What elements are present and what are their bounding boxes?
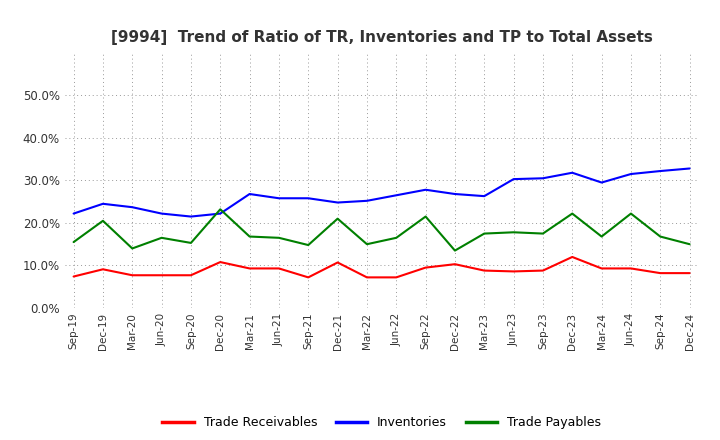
Trade Payables xyxy=(333,216,342,221)
Trade Receivables xyxy=(69,274,78,279)
Inventories xyxy=(363,198,372,203)
Trade Receivables xyxy=(598,266,606,271)
Trade Receivables xyxy=(333,260,342,265)
Trade Payables xyxy=(69,239,78,245)
Trade Payables xyxy=(99,218,107,224)
Legend: Trade Receivables, Inventories, Trade Payables: Trade Receivables, Inventories, Trade Pa… xyxy=(157,411,606,434)
Trade Receivables xyxy=(363,275,372,280)
Trade Payables xyxy=(685,242,694,247)
Trade Payables xyxy=(509,230,518,235)
Inventories xyxy=(451,191,459,197)
Trade Payables xyxy=(363,242,372,247)
Inventories xyxy=(333,200,342,205)
Inventories xyxy=(157,211,166,216)
Trade Receivables xyxy=(392,275,400,280)
Trade Receivables xyxy=(186,273,195,278)
Line: Inventories: Inventories xyxy=(73,169,690,216)
Inventories xyxy=(69,211,78,216)
Inventories xyxy=(480,194,489,199)
Inventories xyxy=(392,193,400,198)
Trade Receivables xyxy=(451,261,459,267)
Trade Receivables xyxy=(157,273,166,278)
Trade Receivables xyxy=(509,269,518,274)
Trade Receivables xyxy=(626,266,635,271)
Trade Payables xyxy=(186,240,195,246)
Trade Payables xyxy=(626,211,635,216)
Trade Receivables xyxy=(568,254,577,260)
Trade Payables xyxy=(392,235,400,240)
Inventories xyxy=(421,187,430,192)
Trade Payables xyxy=(246,234,254,239)
Trade Payables xyxy=(128,246,137,251)
Inventories xyxy=(274,196,283,201)
Trade Payables xyxy=(157,235,166,240)
Trade Receivables xyxy=(128,273,137,278)
Trade Receivables xyxy=(274,266,283,271)
Trade Payables xyxy=(304,242,312,248)
Inventories xyxy=(685,166,694,171)
Trade Receivables xyxy=(685,271,694,276)
Inventories xyxy=(598,180,606,185)
Line: Trade Payables: Trade Payables xyxy=(73,209,690,251)
Trade Receivables xyxy=(480,268,489,273)
Inventories xyxy=(216,211,225,216)
Trade Payables xyxy=(598,234,606,239)
Line: Trade Receivables: Trade Receivables xyxy=(73,257,690,277)
Inventories xyxy=(246,191,254,197)
Trade Payables xyxy=(539,231,547,236)
Trade Receivables xyxy=(539,268,547,273)
Title: [9994]  Trend of Ratio of TR, Inventories and TP to Total Assets: [9994] Trend of Ratio of TR, Inventories… xyxy=(111,29,652,45)
Trade Payables xyxy=(656,234,665,239)
Trade Receivables xyxy=(304,275,312,280)
Inventories xyxy=(304,196,312,201)
Trade Receivables xyxy=(246,266,254,271)
Inventories xyxy=(568,170,577,176)
Inventories xyxy=(186,214,195,219)
Trade Payables xyxy=(216,207,225,212)
Trade Payables xyxy=(568,211,577,216)
Inventories xyxy=(656,169,665,174)
Inventories xyxy=(509,176,518,182)
Inventories xyxy=(626,171,635,176)
Inventories xyxy=(99,201,107,206)
Trade Receivables xyxy=(99,267,107,272)
Trade Payables xyxy=(480,231,489,236)
Trade Receivables xyxy=(421,265,430,270)
Trade Receivables xyxy=(656,271,665,276)
Trade Payables xyxy=(451,248,459,253)
Inventories xyxy=(539,176,547,181)
Inventories xyxy=(128,205,137,210)
Trade Payables xyxy=(421,214,430,219)
Trade Receivables xyxy=(216,260,225,265)
Trade Payables xyxy=(274,235,283,240)
